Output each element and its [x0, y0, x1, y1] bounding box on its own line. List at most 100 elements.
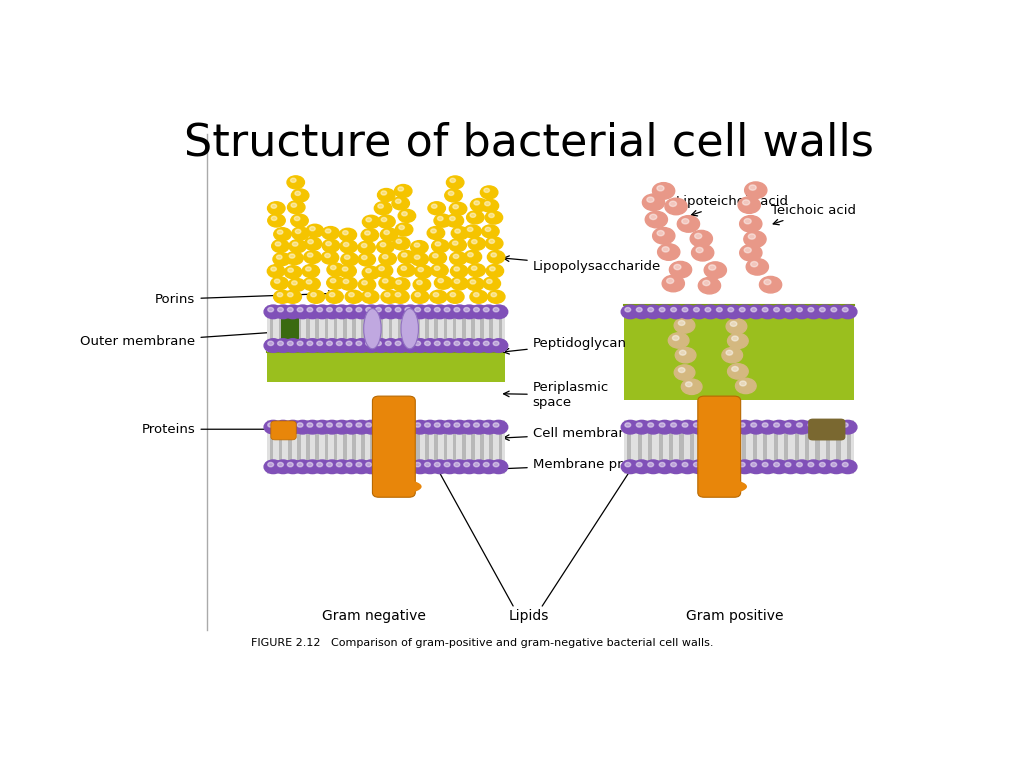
Circle shape: [667, 420, 685, 434]
Circle shape: [468, 237, 485, 250]
Circle shape: [361, 229, 379, 242]
Circle shape: [453, 241, 458, 245]
Circle shape: [267, 265, 285, 278]
Circle shape: [288, 423, 293, 427]
Circle shape: [278, 341, 284, 346]
Circle shape: [473, 293, 479, 296]
Circle shape: [330, 293, 335, 296]
Circle shape: [333, 339, 351, 353]
Circle shape: [336, 307, 342, 312]
Circle shape: [434, 214, 452, 227]
Circle shape: [808, 307, 814, 312]
Bar: [306, 306, 310, 351]
Circle shape: [421, 305, 439, 319]
Bar: [815, 422, 819, 472]
Circle shape: [336, 423, 342, 427]
Circle shape: [273, 290, 291, 303]
Text: Proteins: Proteins: [141, 422, 291, 435]
Circle shape: [453, 204, 459, 209]
Circle shape: [421, 460, 439, 474]
Circle shape: [376, 423, 381, 427]
Circle shape: [432, 240, 450, 253]
Circle shape: [739, 307, 745, 312]
Bar: [416, 306, 420, 351]
Circle shape: [341, 253, 358, 266]
Circle shape: [396, 280, 401, 284]
Circle shape: [785, 462, 791, 467]
Circle shape: [267, 307, 273, 312]
Circle shape: [744, 247, 752, 253]
Circle shape: [724, 460, 742, 474]
Circle shape: [412, 290, 429, 303]
Circle shape: [284, 305, 302, 319]
Circle shape: [485, 237, 503, 250]
Text: Peptidoglycan: Peptidoglycan: [504, 337, 627, 354]
Circle shape: [713, 305, 731, 319]
Circle shape: [487, 250, 505, 263]
Circle shape: [348, 293, 354, 296]
Circle shape: [292, 281, 297, 285]
Bar: [416, 422, 420, 472]
Bar: [480, 306, 484, 351]
Circle shape: [380, 243, 386, 247]
Bar: [499, 306, 502, 351]
Circle shape: [437, 217, 443, 220]
Circle shape: [427, 227, 444, 240]
Circle shape: [486, 264, 504, 277]
Circle shape: [288, 307, 293, 312]
Circle shape: [759, 460, 777, 474]
Circle shape: [384, 230, 389, 234]
Circle shape: [295, 230, 301, 233]
Circle shape: [648, 307, 653, 312]
Circle shape: [483, 423, 489, 427]
Circle shape: [770, 460, 788, 474]
Circle shape: [310, 293, 316, 296]
Text: Structure of bacterial cell walls: Structure of bacterial cell walls: [183, 121, 873, 164]
Circle shape: [485, 211, 503, 224]
Circle shape: [358, 253, 376, 266]
Circle shape: [636, 307, 642, 312]
Bar: [267, 420, 505, 474]
Circle shape: [489, 305, 508, 319]
Circle shape: [451, 305, 469, 319]
Circle shape: [342, 460, 360, 474]
Circle shape: [770, 420, 788, 434]
Circle shape: [352, 305, 371, 319]
Circle shape: [352, 339, 371, 353]
Circle shape: [381, 217, 387, 222]
Bar: [269, 422, 273, 472]
Circle shape: [633, 420, 651, 434]
Bar: [279, 422, 283, 472]
Circle shape: [751, 423, 757, 427]
Circle shape: [440, 460, 459, 474]
Bar: [407, 422, 411, 472]
Circle shape: [381, 191, 387, 195]
Circle shape: [431, 229, 436, 233]
Circle shape: [302, 264, 319, 277]
Circle shape: [464, 250, 481, 263]
Circle shape: [494, 307, 499, 312]
Circle shape: [413, 278, 431, 291]
Circle shape: [625, 423, 631, 427]
Circle shape: [751, 307, 757, 312]
Circle shape: [464, 307, 470, 312]
Circle shape: [384, 293, 390, 296]
Bar: [690, 422, 694, 472]
Bar: [425, 306, 429, 351]
Circle shape: [454, 307, 460, 312]
Circle shape: [336, 341, 342, 346]
Circle shape: [313, 420, 332, 434]
Circle shape: [286, 252, 303, 265]
Circle shape: [489, 339, 508, 353]
Bar: [288, 306, 292, 351]
Circle shape: [376, 462, 381, 467]
Circle shape: [395, 293, 400, 296]
Circle shape: [633, 305, 651, 319]
Circle shape: [404, 462, 411, 467]
Circle shape: [657, 243, 680, 260]
Circle shape: [342, 339, 360, 353]
Text: Periplasmic
space: Periplasmic space: [504, 381, 609, 409]
Circle shape: [690, 305, 709, 319]
Circle shape: [633, 460, 651, 474]
Bar: [334, 422, 337, 472]
